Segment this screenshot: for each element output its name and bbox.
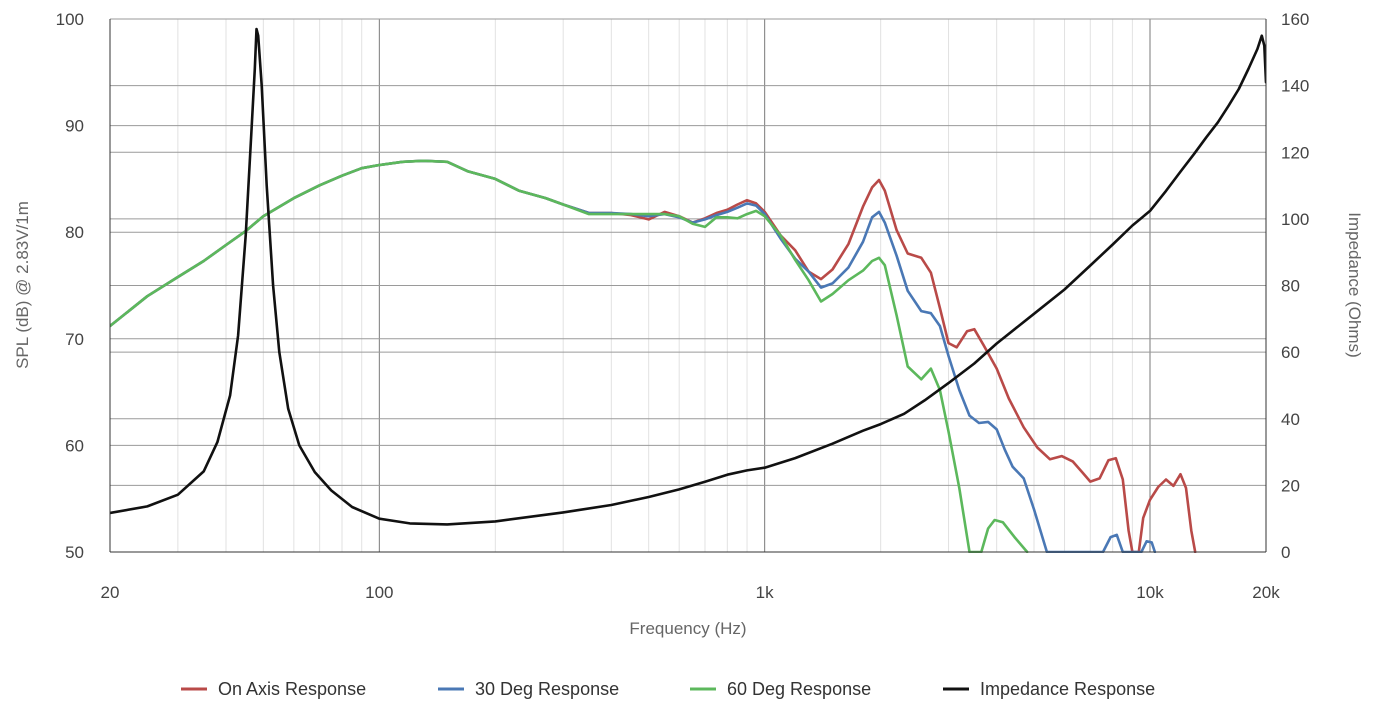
- series-line-30-deg-response: [110, 159, 1157, 553]
- legend-item-on-axis-response: On Axis Response: [181, 679, 366, 699]
- y-tick-label-right: 60: [1281, 343, 1300, 362]
- y-tick-label-left: 80: [65, 223, 84, 242]
- y-tick-label-right: 20: [1281, 476, 1300, 495]
- x-tick-label: 1k: [756, 583, 774, 602]
- x-tick-label: 20: [101, 583, 120, 602]
- series-line-60-deg-response: [110, 159, 1029, 553]
- y-axis-title-left: SPL (dB) @ 2.83V/1m: [13, 201, 32, 369]
- x-tick-label: 20k: [1252, 583, 1280, 602]
- y-tick-label-left: 50: [65, 543, 84, 562]
- y-tick-label-right: 0: [1281, 543, 1290, 562]
- y-tick-label-right: 140: [1281, 77, 1309, 96]
- y-tick-label-left: 100: [56, 10, 84, 29]
- series-lines: [110, 27, 1266, 553]
- legend-label: 60 Deg Response: [727, 679, 871, 699]
- legend-label: 30 Deg Response: [475, 679, 619, 699]
- x-tick-label: 100: [365, 583, 393, 602]
- grid-lines: [110, 18, 1266, 553]
- y-tick-label-right: 120: [1281, 143, 1309, 162]
- legend: On Axis Response 30 Deg Response 60 Deg Re…: [181, 679, 1155, 699]
- series-line-on-axis-response: [110, 159, 1197, 553]
- x-tick-label: 10k: [1136, 583, 1164, 602]
- y-tick-label-left: 70: [65, 330, 84, 349]
- y-tick-label-right: 40: [1281, 410, 1300, 429]
- legend-label: On Axis Response: [218, 679, 366, 699]
- y-axis-title-right: Impedance (Ohms): [1345, 212, 1364, 358]
- x-axis-title: Frequency (Hz): [629, 619, 746, 638]
- y-tick-label-left: 90: [65, 117, 84, 136]
- legend-label: Impedance Response: [980, 679, 1155, 699]
- y-tick-label-right: 100: [1281, 210, 1309, 229]
- legend-item-60-deg-response: 60 Deg Response: [690, 679, 871, 699]
- legend-item-impedance-response: Impedance Response: [943, 679, 1155, 699]
- legend-item-30-deg-response: 30 Deg Response: [438, 679, 619, 699]
- series-line-impedance-response: [110, 27, 1266, 526]
- y-tick-label-right: 160: [1281, 10, 1309, 29]
- axes: 20 100 1k 10k 20k 50 60 70 80 90 100 0 20 40 60 80 100 12…: [56, 10, 1310, 602]
- y-tick-label-right: 80: [1281, 277, 1300, 296]
- y-tick-label-left: 60: [65, 436, 84, 455]
